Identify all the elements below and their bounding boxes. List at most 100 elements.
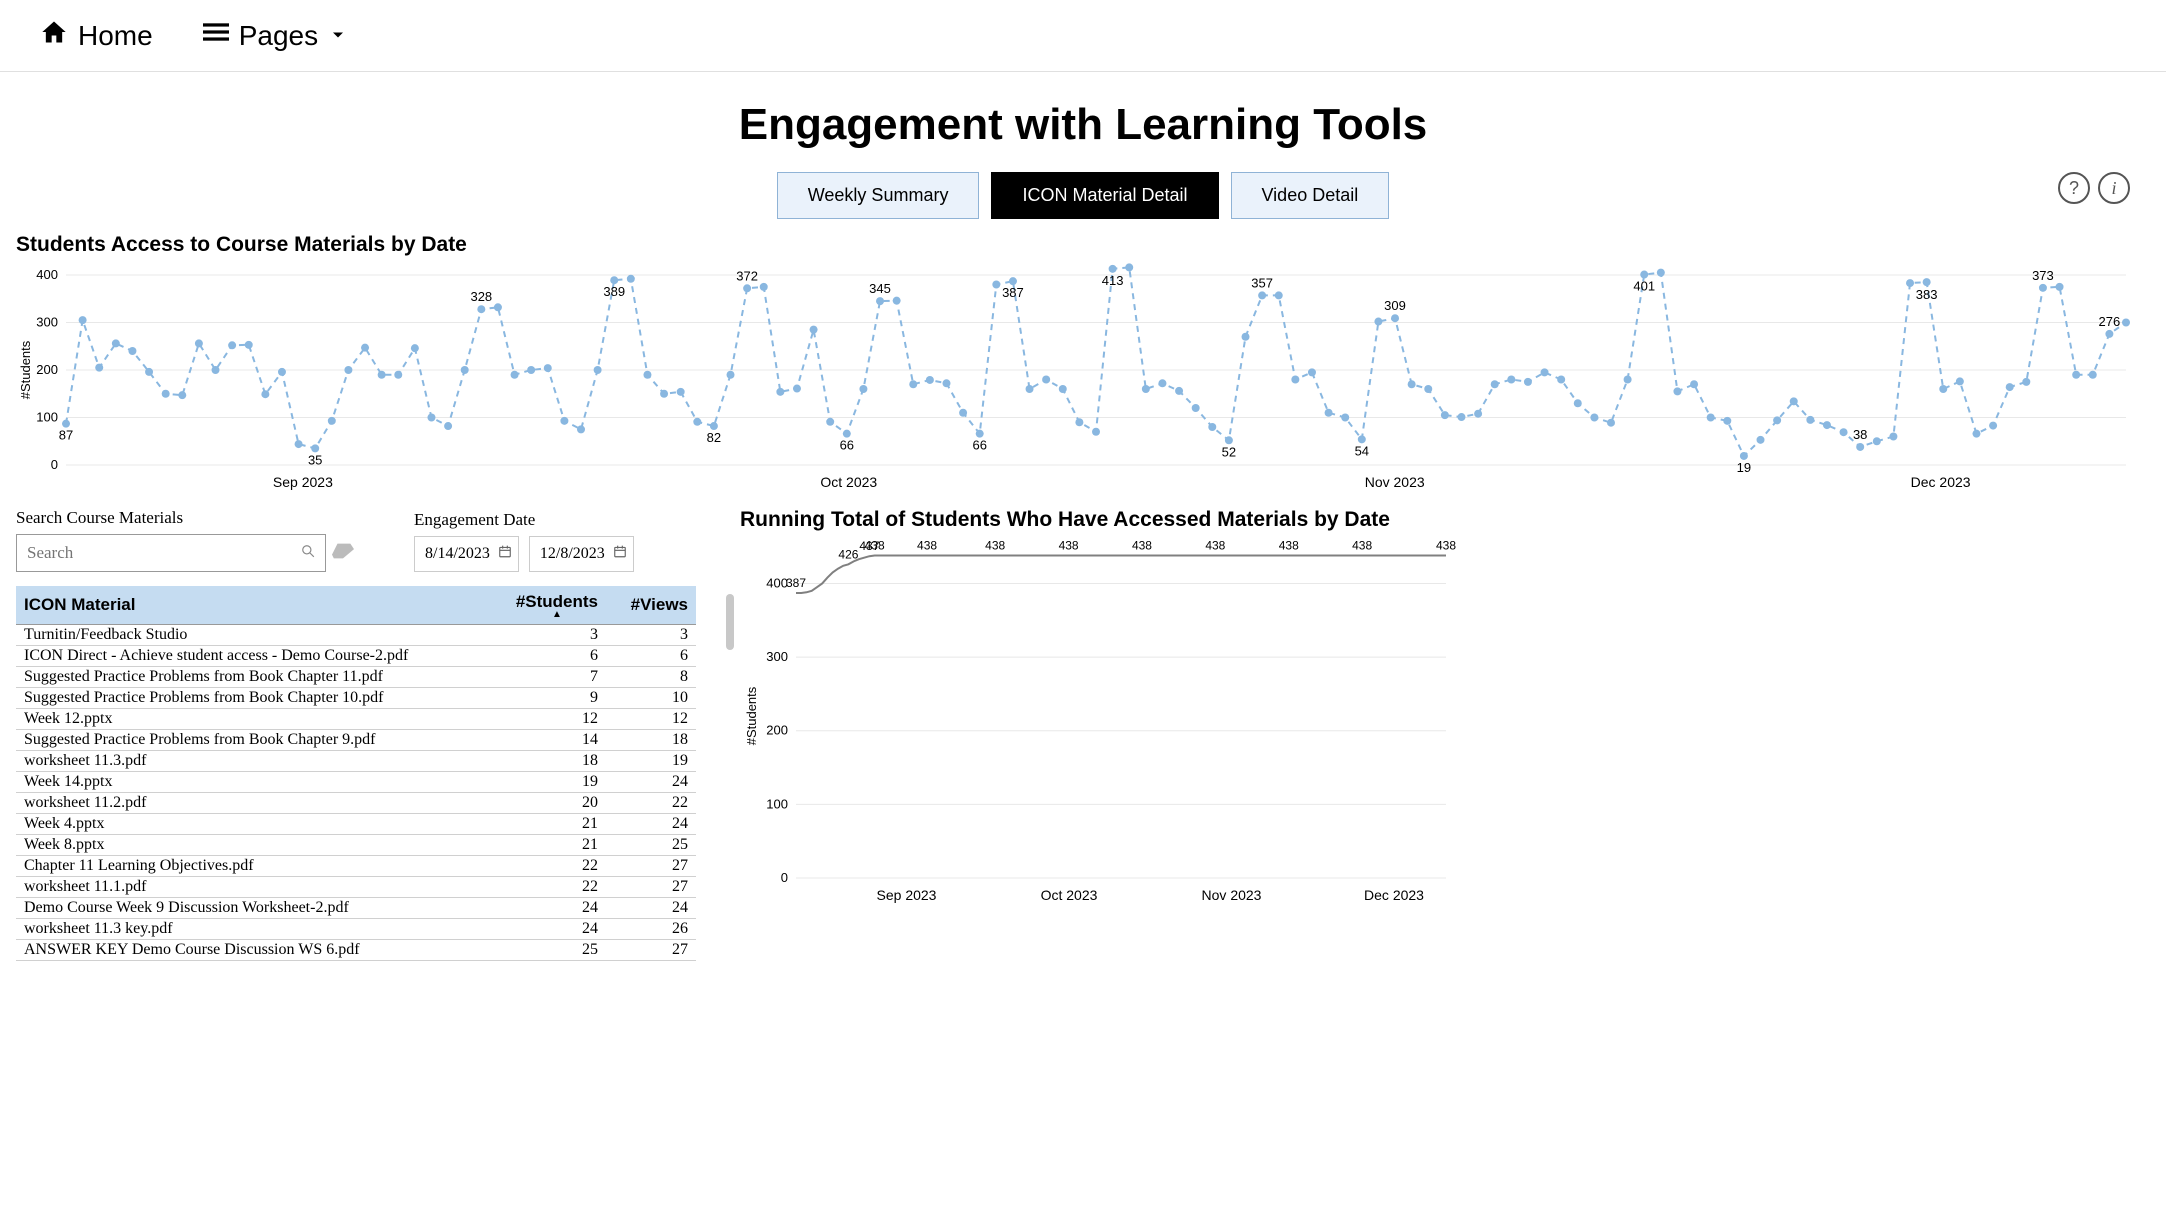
col-students[interactable]: #Students▲ bbox=[508, 586, 606, 625]
table-row[interactable]: ANSWER KEY Demo Course Discussion WS 6.p… bbox=[16, 940, 696, 961]
cell-students: 6 bbox=[508, 646, 606, 667]
svg-text:438: 438 bbox=[1205, 538, 1225, 552]
svg-text:Nov 2023: Nov 2023 bbox=[1202, 887, 1262, 903]
cell-material: Week 4.pptx bbox=[16, 814, 508, 835]
table-row[interactable]: worksheet 11.1.pdf2227 bbox=[16, 877, 696, 898]
search-input[interactable] bbox=[17, 535, 291, 571]
search-icon[interactable] bbox=[291, 544, 325, 562]
table-row[interactable]: Week 8.pptx2125 bbox=[16, 835, 696, 856]
cell-students: 7 bbox=[508, 667, 606, 688]
table-row[interactable]: Suggested Practice Problems from Book Ch… bbox=[16, 667, 696, 688]
date-from-value: 8/14/2023 bbox=[425, 545, 490, 562]
cell-material: worksheet 11.3 key.pdf bbox=[16, 919, 508, 940]
table-row[interactable]: worksheet 11.3.pdf1819 bbox=[16, 751, 696, 772]
table-row[interactable]: Week 12.pptx1212 bbox=[16, 709, 696, 730]
table-row[interactable]: Week 14.pptx1924 bbox=[16, 772, 696, 793]
search-input-wrap[interactable] bbox=[16, 534, 326, 572]
table-row[interactable]: Suggested Practice Problems from Book Ch… bbox=[16, 688, 696, 709]
svg-text:100: 100 bbox=[766, 796, 788, 811]
home-icon bbox=[40, 18, 68, 53]
cell-views: 24 bbox=[606, 772, 696, 793]
svg-text:#Students: #Students bbox=[18, 340, 33, 399]
cell-students: 25 bbox=[508, 940, 606, 961]
chevron-down-icon bbox=[328, 20, 348, 52]
cell-views: 27 bbox=[606, 877, 696, 898]
svg-text:Oct 2023: Oct 2023 bbox=[1041, 887, 1098, 903]
cell-views: 27 bbox=[606, 940, 696, 961]
svg-text:401: 401 bbox=[1633, 279, 1655, 294]
cell-material: Week 12.pptx bbox=[16, 709, 508, 730]
cell-views: 24 bbox=[606, 898, 696, 919]
table-row[interactable]: worksheet 11.3 key.pdf2426 bbox=[16, 919, 696, 940]
svg-text:19: 19 bbox=[1737, 460, 1751, 475]
tabs: Weekly Summary ICON Material Detail Vide… bbox=[0, 172, 2166, 219]
table-row[interactable]: worksheet 11.2.pdf2022 bbox=[16, 793, 696, 814]
svg-text:Oct 2023: Oct 2023 bbox=[820, 474, 877, 490]
cell-views: 12 bbox=[606, 709, 696, 730]
table-row[interactable]: Demo Course Week 9 Discussion Worksheet-… bbox=[16, 898, 696, 919]
cell-material: Week 14.pptx bbox=[16, 772, 508, 793]
cell-material: Suggested Practice Problems from Book Ch… bbox=[16, 667, 508, 688]
table-row[interactable]: Chapter 11 Learning Objectives.pdf2227 bbox=[16, 856, 696, 877]
table-row[interactable]: Suggested Practice Problems from Book Ch… bbox=[16, 730, 696, 751]
svg-text:387: 387 bbox=[786, 576, 806, 590]
scrollbar[interactable] bbox=[726, 594, 734, 650]
svg-text:383: 383 bbox=[1916, 287, 1938, 302]
svg-text:389: 389 bbox=[603, 284, 625, 299]
table-row[interactable]: Turnitin/Feedback Studio33 bbox=[16, 625, 696, 646]
cell-students: 20 bbox=[508, 793, 606, 814]
cell-views: 24 bbox=[606, 814, 696, 835]
date-from[interactable]: 8/14/2023 bbox=[414, 536, 519, 572]
info-icons: ? i bbox=[2058, 172, 2130, 204]
home-link[interactable]: Home bbox=[40, 18, 153, 53]
cell-views: 27 bbox=[606, 856, 696, 877]
svg-text:300: 300 bbox=[36, 315, 58, 330]
cell-students: 21 bbox=[508, 835, 606, 856]
table-row[interactable]: ICON Direct - Achieve student access - D… bbox=[16, 646, 696, 667]
date-to[interactable]: 12/8/2023 bbox=[529, 536, 634, 572]
col-views[interactable]: #Views bbox=[606, 586, 696, 625]
tab-icon-material-detail[interactable]: ICON Material Detail bbox=[991, 172, 1218, 219]
svg-text:400: 400 bbox=[766, 575, 788, 590]
svg-text:66: 66 bbox=[840, 438, 854, 453]
help-icon[interactable]: ? bbox=[2058, 172, 2090, 204]
svg-text:300: 300 bbox=[766, 649, 788, 664]
svg-text:438: 438 bbox=[985, 538, 1005, 552]
cell-students: 18 bbox=[508, 751, 606, 772]
table-row[interactable]: Week 4.pptx2124 bbox=[16, 814, 696, 835]
col-material[interactable]: ICON Material bbox=[16, 586, 508, 625]
svg-text:Sep 2023: Sep 2023 bbox=[273, 474, 333, 490]
page-title: Engagement with Learning Tools bbox=[0, 100, 2166, 150]
cell-students: 22 bbox=[508, 877, 606, 898]
svg-text:276: 276 bbox=[2099, 314, 2121, 329]
cell-material: worksheet 11.3.pdf bbox=[16, 751, 508, 772]
svg-text:100: 100 bbox=[36, 410, 58, 425]
svg-text:#Students: #Students bbox=[744, 686, 759, 745]
pages-menu[interactable]: Pages bbox=[203, 19, 348, 52]
cell-views: 18 bbox=[606, 730, 696, 751]
svg-text:438: 438 bbox=[1279, 538, 1299, 552]
pages-label: Pages bbox=[239, 20, 318, 52]
svg-text:328: 328 bbox=[470, 289, 492, 304]
tab-video-detail[interactable]: Video Detail bbox=[1231, 172, 1390, 219]
eraser-icon[interactable] bbox=[332, 542, 354, 565]
calendar-icon bbox=[613, 545, 627, 564]
info-icon[interactable]: i bbox=[2098, 172, 2130, 204]
tab-weekly-summary[interactable]: Weekly Summary bbox=[777, 172, 980, 219]
home-label: Home bbox=[78, 20, 153, 52]
cell-students: 12 bbox=[508, 709, 606, 730]
chart1-title: Students Access to Course Materials by D… bbox=[0, 233, 2166, 263]
svg-text:438: 438 bbox=[1436, 538, 1456, 552]
svg-text:438: 438 bbox=[1132, 538, 1152, 552]
svg-text:82: 82 bbox=[707, 430, 721, 445]
svg-text:0: 0 bbox=[781, 870, 788, 885]
svg-text:387: 387 bbox=[1002, 285, 1024, 300]
cell-students: 21 bbox=[508, 814, 606, 835]
svg-text:87: 87 bbox=[59, 428, 73, 443]
svg-text:426: 426 bbox=[838, 547, 858, 561]
svg-text:400: 400 bbox=[36, 267, 58, 282]
cell-views: 26 bbox=[606, 919, 696, 940]
chart1: 0100200300400#Students873532838982372663… bbox=[0, 263, 2166, 508]
svg-text:54: 54 bbox=[1355, 443, 1369, 458]
cell-views: 3 bbox=[606, 625, 696, 646]
